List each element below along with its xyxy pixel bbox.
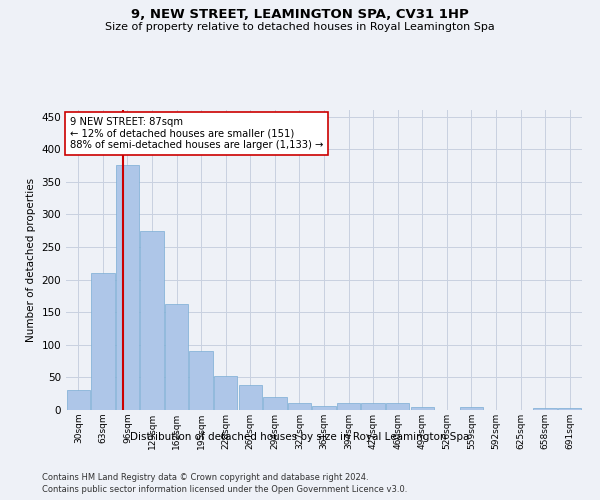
Bar [361,403,385,410]
Bar [410,408,434,410]
Text: 9, NEW STREET, LEAMINGTON SPA, CV31 1HP: 9, NEW STREET, LEAMINGTON SPA, CV31 1HP [131,8,469,20]
Bar [460,406,483,410]
Bar [91,273,115,410]
Text: Size of property relative to detached houses in Royal Leamington Spa: Size of property relative to detached ho… [105,22,495,32]
Bar [288,403,311,410]
Text: Contains HM Land Registry data © Crown copyright and database right 2024.: Contains HM Land Registry data © Crown c… [42,472,368,482]
Bar [214,376,238,410]
Text: Distribution of detached houses by size in Royal Leamington Spa: Distribution of detached houses by size … [130,432,470,442]
Bar [190,352,213,410]
Bar [386,404,409,410]
Bar [533,408,557,410]
Bar [239,384,262,410]
Text: Contains public sector information licensed under the Open Government Licence v3: Contains public sector information licen… [42,485,407,494]
Bar [263,397,287,410]
Bar [67,390,90,410]
Y-axis label: Number of detached properties: Number of detached properties [26,178,36,342]
Bar [313,406,335,410]
Text: 9 NEW STREET: 87sqm
← 12% of detached houses are smaller (151)
88% of semi-detac: 9 NEW STREET: 87sqm ← 12% of detached ho… [70,116,323,150]
Bar [116,166,139,410]
Bar [140,230,164,410]
Bar [558,408,581,410]
Bar [165,304,188,410]
Bar [337,403,360,410]
